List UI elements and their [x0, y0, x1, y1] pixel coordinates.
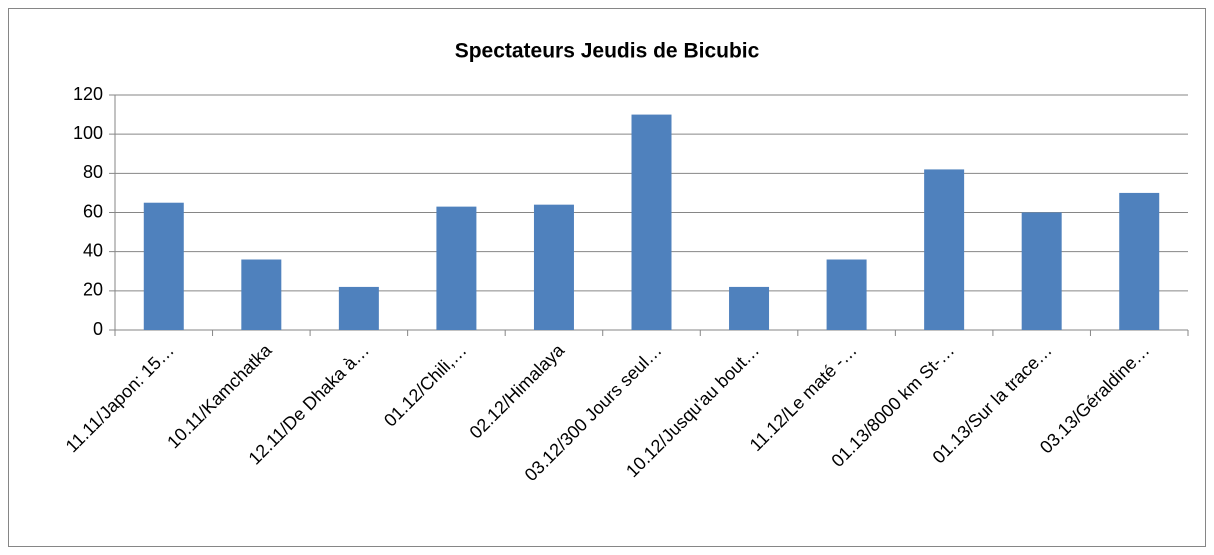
bar [436, 206, 477, 330]
bar [533, 204, 574, 330]
bar [1119, 192, 1160, 330]
y-tick-label: 100 [73, 123, 103, 143]
y-tick-label: 40 [83, 240, 103, 260]
bar [729, 286, 770, 330]
chart-title: Spectateurs Jeudis de Bicubic [455, 40, 760, 63]
bar [241, 259, 282, 330]
bar [631, 114, 672, 330]
y-tick-label: 120 [73, 84, 103, 104]
bar [826, 259, 867, 330]
y-tick-label: 0 [93, 319, 103, 339]
bar [143, 202, 184, 330]
y-tick-label: 60 [83, 201, 103, 221]
chart-border [8, 8, 1206, 547]
y-tick-label: 80 [83, 162, 103, 182]
bar [924, 169, 965, 330]
y-tick-label: 20 [83, 280, 103, 300]
bar [1021, 212, 1062, 330]
bar [338, 286, 379, 330]
